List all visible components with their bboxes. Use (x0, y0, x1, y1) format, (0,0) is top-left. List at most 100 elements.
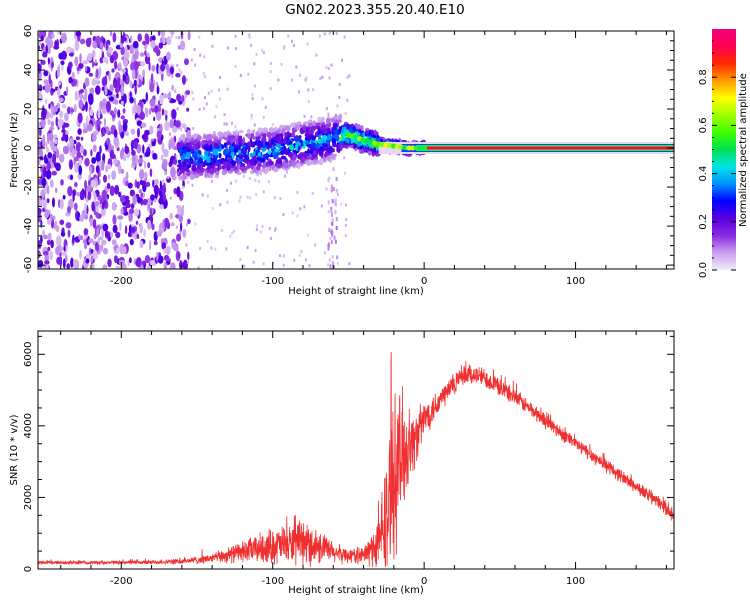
spectrogram-cell (163, 182, 166, 189)
spectrogram-cell (360, 125, 364, 131)
spectrogram-cell (214, 247, 217, 251)
spectrogram-cell (176, 205, 179, 209)
spectrogram-cell (238, 199, 241, 203)
spectrogram-cell (328, 76, 331, 80)
spectrogram-cell (217, 267, 220, 269)
spectrogram-cell (331, 118, 336, 123)
spectrogram-cell (191, 91, 194, 95)
spectrogram-cell (324, 251, 326, 255)
spectrogram-cell (186, 107, 190, 112)
spectrogram-cell (253, 153, 257, 161)
spectrogram-cell (331, 255, 334, 259)
spectrogram-cell (40, 35, 44, 42)
spectrogram-cell (187, 251, 190, 261)
spectrogram-cell (300, 250, 303, 253)
spectrogram-cell (264, 141, 270, 146)
spectrogram-cell (93, 192, 97, 202)
spectrogram-cell (252, 136, 257, 140)
spectrogram-cell (58, 52, 64, 60)
spectrogram-cell (180, 71, 183, 75)
spectrogram-cell (274, 152, 279, 158)
spectrogram-cell (139, 240, 144, 249)
spectrogram-cell (341, 135, 345, 142)
spectrogram-cell (327, 67, 330, 71)
spectrogram-cell (227, 158, 232, 164)
spectrogram-cell (135, 257, 142, 268)
spectrogram-cell (178, 162, 183, 166)
spectrogram-cell (130, 34, 133, 43)
spectrogram-cell (179, 40, 186, 51)
spectrogram-cell (105, 59, 109, 65)
spectrogram-cell (172, 125, 178, 133)
spectrogram-cell (145, 108, 149, 118)
spectrogram-cell (61, 32, 67, 44)
spectrogram-cell (75, 136, 81, 141)
spectrogram-cell (199, 247, 202, 250)
spectrogram-cell (114, 184, 120, 195)
spectrogram-cell (199, 53, 202, 57)
spectrogram-cell (85, 115, 89, 125)
spectrogram-cell (105, 42, 108, 51)
spectrogram-cell (44, 199, 47, 211)
spectrogram-cell (86, 205, 89, 215)
spectrogram-cell (324, 123, 331, 129)
spectrogram-cell (305, 127, 310, 134)
spectrogram-cell (261, 97, 264, 101)
spectrogram-cell (143, 229, 146, 237)
spectrogram-cell (182, 205, 185, 209)
chart-title: GN02.2023.355.20.40.E10 (285, 2, 465, 18)
spectrogram-cell (202, 137, 205, 141)
spectrogram-cell (318, 158, 324, 166)
colorbar: 0.0 0.2 0.4 0.6 0.8 Normalized spectral ampl… (698, 29, 749, 278)
spectrogram-cell (160, 154, 164, 161)
spectrogram-cell (257, 157, 263, 161)
spectrogram-cell (318, 34, 321, 38)
spectrogram-cell (176, 107, 179, 111)
spectrogram-cell (146, 265, 151, 269)
spectrogram-cell (71, 71, 75, 80)
spectrogram-cell (90, 249, 94, 254)
spectrogram-cell (326, 155, 331, 161)
spectrogram-cell (140, 192, 143, 198)
spectrogram-cell (38, 250, 41, 259)
spectrogram-cell (310, 142, 317, 148)
spectrogram-cell (254, 140, 258, 146)
spectrogram-cell (290, 78, 293, 82)
spectrogram-cell (102, 264, 108, 269)
spectrogram-cell (89, 217, 93, 227)
spectrogram-cell (47, 46, 51, 55)
spectrogram-cell (157, 31, 161, 36)
spectrogram-cell (156, 251, 159, 261)
spectrogram-cell (166, 51, 171, 61)
spectrogram-cell (46, 219, 52, 225)
spectrogram-cell (174, 120, 181, 128)
spectrogram-cell (54, 138, 58, 145)
spectrogram-cell (312, 88, 315, 92)
spectrogram-cell (307, 88, 310, 92)
spectrogram-cell (205, 145, 211, 152)
spectrogram-cell (77, 128, 82, 136)
spectrogram-cell (283, 162, 289, 169)
spectrogram-cell (223, 131, 229, 138)
spectrogram-cell (123, 57, 129, 68)
spectrogram-cell (269, 70, 272, 74)
spectrogram-cell (135, 154, 138, 165)
spectrogram-cell (173, 158, 178, 166)
spectrogram-cell (157, 104, 161, 114)
spectrogram-cell (380, 138, 384, 143)
spectrogram-cell (310, 130, 314, 136)
spectrogram-cell (169, 196, 172, 200)
spectrogram-cell (159, 204, 164, 210)
spectrogram-cell (136, 181, 140, 189)
spectrogram-cell (183, 172, 187, 180)
spectrogram-cell (86, 123, 93, 132)
spectrogram-cell (341, 126, 345, 132)
spectrogram-cell (129, 80, 133, 89)
spectrogram-cell (61, 104, 67, 109)
spectrogram-cell (230, 181, 232, 185)
spectrogram-cell (176, 186, 181, 198)
spectrogram-cell (115, 231, 121, 239)
spectrogram-cell (78, 63, 84, 69)
spectrogram-cell (231, 160, 237, 167)
